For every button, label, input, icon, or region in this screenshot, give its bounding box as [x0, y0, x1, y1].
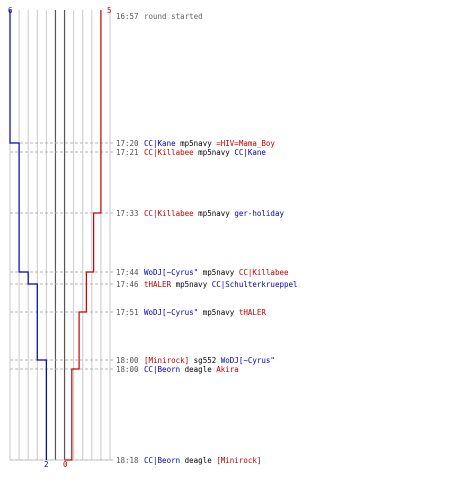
score-curves	[9, 10, 102, 461]
weapon-name: mp5navy	[198, 267, 239, 277]
player-name: CC|Beorn	[144, 455, 181, 465]
player-name: =HIV=Mama_Boy	[216, 138, 275, 148]
player-name: [Minirock]	[216, 455, 262, 465]
score-grid	[9, 10, 111, 461]
red-end-score: 0	[63, 460, 68, 469]
player-name: CC|Killabee	[238, 267, 289, 277]
player-name: CC|Kane	[234, 147, 266, 157]
weapon-name: mp5navy	[198, 307, 239, 317]
player-name: WoDJ[~Cyrus"	[220, 355, 275, 365]
player-name: CC|Killabee	[144, 147, 194, 157]
weapon-name: sg552	[189, 355, 221, 365]
weapon-name: deagle	[180, 364, 217, 374]
event-time: 17:51	[116, 307, 139, 317]
player-name: [Minirock]	[144, 355, 190, 365]
event-time: 18:00	[116, 364, 139, 374]
event-message: tHALER mp5navy CC|Schulterkrueppel	[144, 280, 298, 289]
event-message: CC|Killabee mp5navy ger-holiday	[144, 209, 284, 218]
player-name: WoDJ[~Cyrus"	[144, 307, 199, 317]
event-message: CC|Beorn deagle [Minirock]	[144, 456, 261, 465]
event-message: [Minirock] sg552 WoDJ[~Cyrus"	[144, 356, 275, 365]
event-time: 16:57	[116, 11, 139, 21]
event-message: WoDJ[~Cyrus" mp5navy CC|Killabee	[144, 268, 289, 277]
event-message: round started	[144, 12, 203, 21]
event-message: CC|Killabee mp5navy CC|Kane	[144, 148, 266, 157]
event-message: WoDJ[~Cyrus" mp5navy tHALER	[144, 308, 266, 317]
player-name: tHALER	[144, 279, 172, 289]
player-name: CC|Schulterkrueppel	[211, 279, 298, 289]
red-start-score: 5	[107, 6, 112, 15]
weapon-name: mp5navy	[171, 279, 212, 289]
blue-score-curve	[9, 10, 47, 460]
event-text: round started	[144, 11, 203, 21]
event-message: CC|Beorn deagle Akira	[144, 365, 239, 374]
event-time: 17:21	[116, 147, 139, 157]
event-dash-lines	[10, 142, 114, 461]
weapon-name: deagle	[180, 455, 217, 465]
red-score-curve	[64, 10, 102, 461]
player-name: CC|Killabee	[144, 208, 194, 218]
event-time: 17:44	[116, 267, 139, 277]
weapon-name: mp5navy	[193, 208, 235, 218]
player-name: Akira	[216, 364, 239, 374]
weapon-name: mp5navy	[193, 147, 235, 157]
player-name: tHALER	[238, 307, 266, 317]
event-time: 17:33	[116, 208, 139, 218]
weapon-name: mp5navy	[175, 138, 217, 148]
event-time: 18:00	[116, 355, 139, 365]
event-time: 17:46	[116, 279, 139, 289]
event-message: CC|Kane mp5navy =HIV=Mama_Boy	[144, 139, 275, 148]
player-name: CC|Kane	[144, 138, 176, 148]
event-time: 17:20	[116, 138, 139, 148]
player-name: ger-holiday	[234, 208, 284, 218]
blue-start-score: 6	[8, 6, 13, 15]
event-time: 18:18	[116, 455, 139, 465]
blue-end-score: 2	[44, 460, 49, 469]
player-name: WoDJ[~Cyrus"	[144, 267, 199, 277]
player-name: CC|Beorn	[144, 364, 181, 374]
